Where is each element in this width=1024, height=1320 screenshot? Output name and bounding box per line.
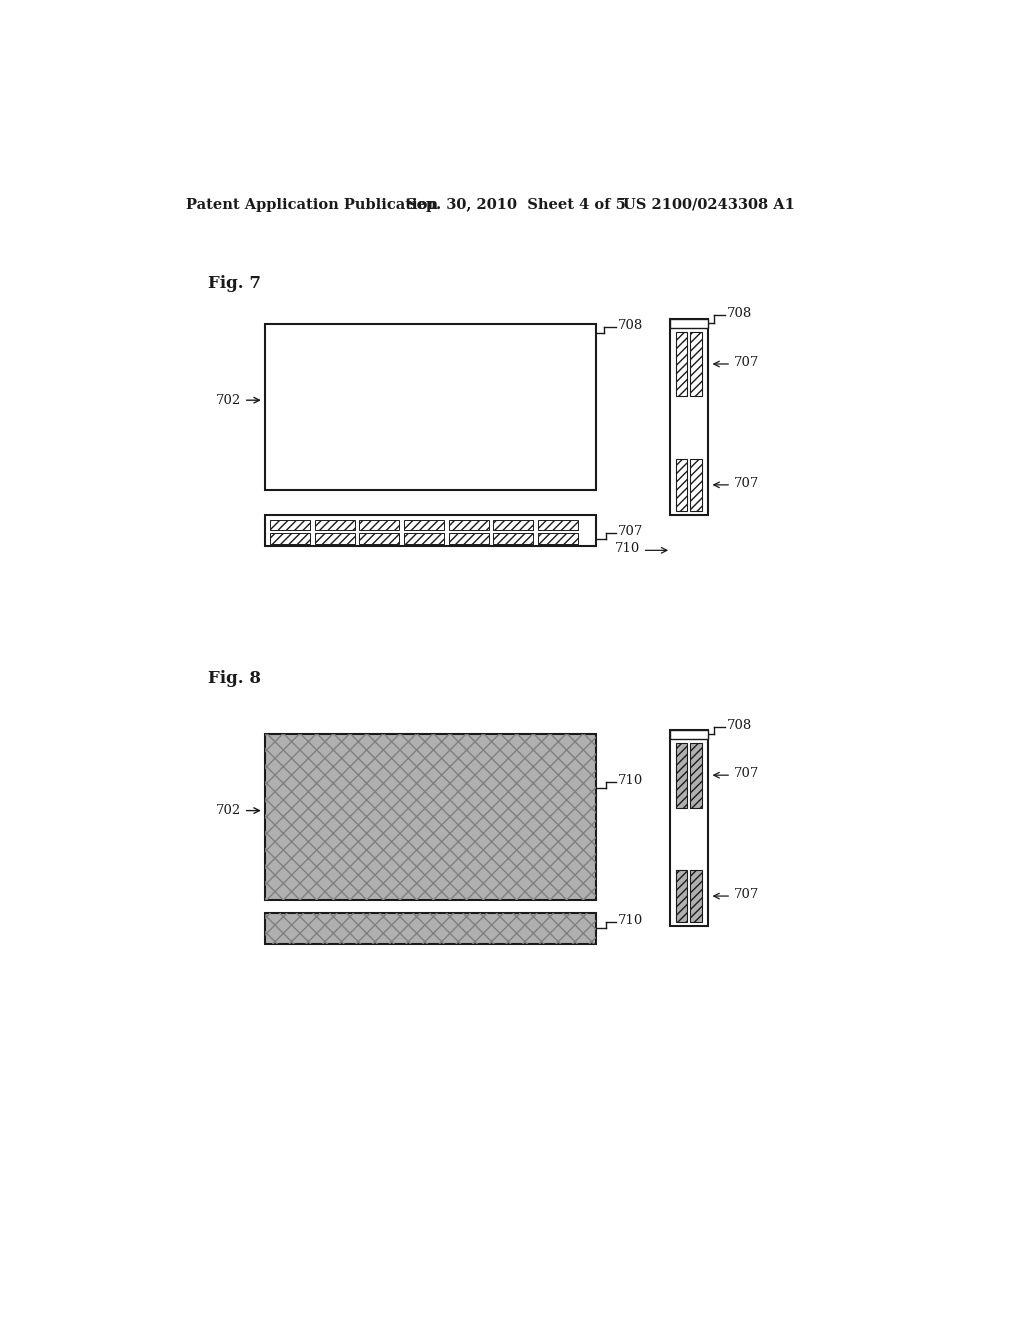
Bar — [265, 913, 596, 944]
Bar — [403, 533, 444, 544]
Bar — [494, 533, 534, 544]
Text: US 2100/0243308 A1: US 2100/0243308 A1 — [624, 198, 796, 211]
Bar — [676, 459, 687, 511]
Bar — [670, 730, 708, 927]
Bar — [670, 318, 708, 327]
Text: 708: 708 — [727, 718, 753, 731]
Text: 710: 710 — [617, 774, 643, 787]
Bar — [676, 870, 687, 923]
Bar — [265, 323, 596, 490]
Text: Fig. 7: Fig. 7 — [208, 275, 260, 292]
Bar — [538, 520, 578, 531]
Bar — [538, 533, 578, 544]
Text: 707: 707 — [733, 888, 759, 902]
Bar — [690, 459, 701, 511]
Text: Patent Application Publication: Patent Application Publication — [186, 198, 438, 211]
Bar — [690, 331, 701, 396]
Bar — [449, 520, 488, 531]
Bar — [690, 870, 701, 923]
Bar — [670, 730, 708, 739]
Text: 708: 708 — [727, 308, 753, 321]
Text: 707: 707 — [733, 356, 759, 370]
Text: 707: 707 — [733, 767, 759, 780]
Text: Fig. 8: Fig. 8 — [208, 669, 260, 686]
Bar — [265, 913, 596, 944]
Bar — [359, 520, 399, 531]
Text: 708: 708 — [617, 319, 643, 333]
Bar — [690, 743, 701, 808]
Bar — [314, 520, 354, 531]
Text: 702: 702 — [215, 804, 241, 817]
Text: 707: 707 — [617, 525, 643, 539]
Bar — [270, 520, 310, 531]
Text: 710: 710 — [615, 543, 640, 556]
Bar — [494, 520, 534, 531]
Bar — [403, 520, 444, 531]
Bar — [676, 331, 687, 396]
Bar — [265, 515, 596, 545]
Text: 702: 702 — [215, 393, 241, 407]
Bar — [359, 533, 399, 544]
Text: 710: 710 — [617, 915, 643, 927]
Bar — [265, 734, 596, 900]
Bar — [676, 743, 687, 808]
Bar — [449, 533, 488, 544]
Bar — [314, 533, 354, 544]
Bar — [265, 734, 596, 900]
Text: 707: 707 — [733, 477, 759, 490]
Bar — [270, 533, 310, 544]
Text: Sep. 30, 2010  Sheet 4 of 5: Sep. 30, 2010 Sheet 4 of 5 — [407, 198, 626, 211]
Bar — [670, 318, 708, 515]
